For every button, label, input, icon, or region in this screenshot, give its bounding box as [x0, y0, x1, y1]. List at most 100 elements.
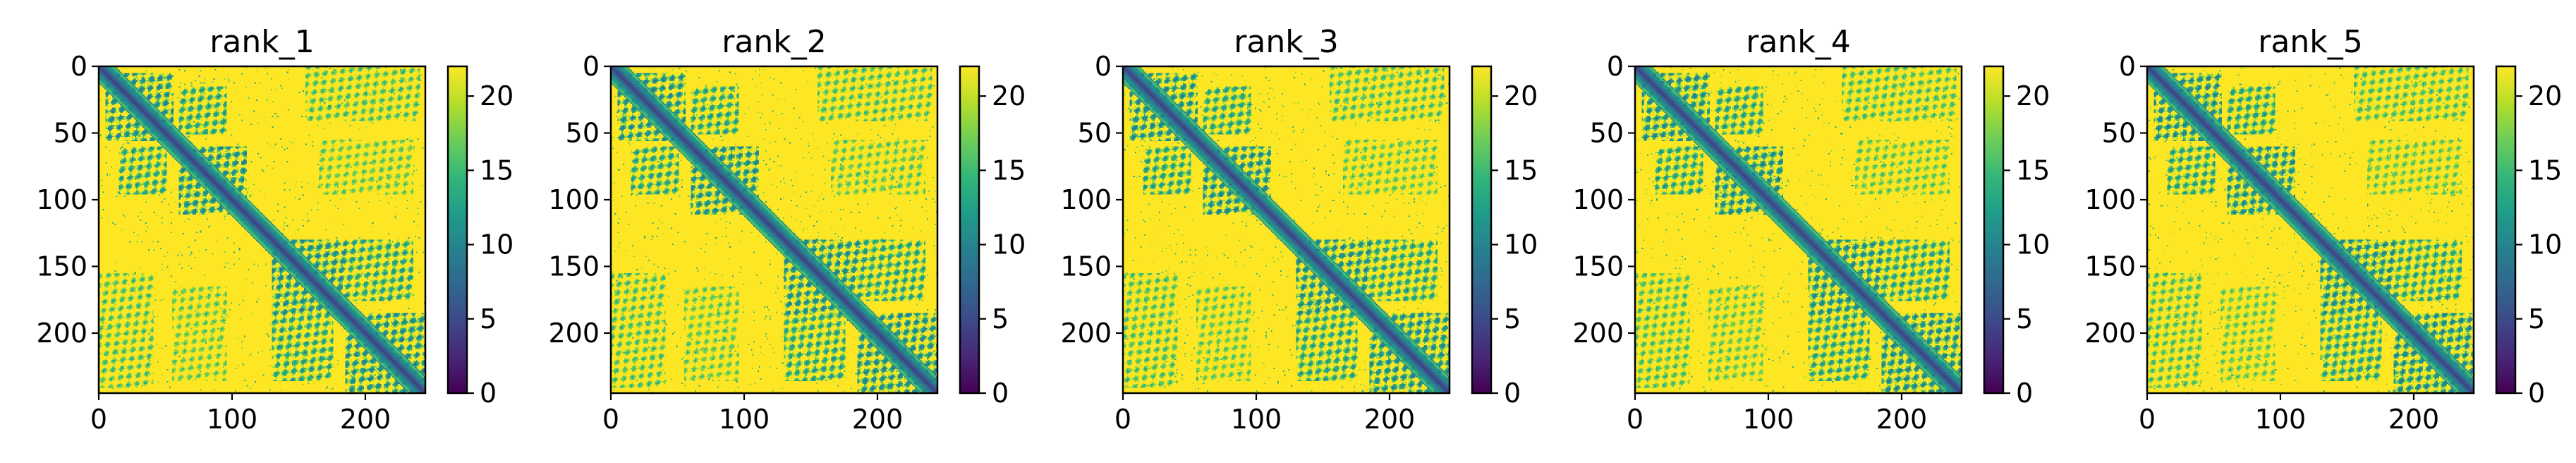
x-tick-label: 0 — [1627, 404, 1644, 435]
x-tick-label: 100 — [719, 404, 770, 435]
subplot-rank_2: rank_2 0 100 200 0 50 100 150 200 0 5 10 15 20 — [548, 24, 1026, 435]
colorbar-tick-label: 5 — [992, 303, 1009, 335]
y-tick-label: 0 — [583, 51, 600, 82]
y-tick-label: 100 — [548, 184, 600, 215]
x-tick-label: 100 — [207, 404, 258, 435]
x-tick-label: 200 — [1876, 404, 1928, 435]
x-tick-label: 200 — [852, 404, 904, 435]
subplot-rank_1: rank_1 0 100 200 0 50 100 150 200 0 5 10 15 20 — [36, 24, 514, 435]
y-tick-label: 200 — [1060, 318, 1112, 349]
colorbar-tick-label: 15 — [480, 155, 514, 186]
x-tick-label: 0 — [90, 404, 107, 435]
x-tick-label: 100 — [1743, 404, 1794, 435]
colorbar-tick-label: 0 — [992, 378, 1009, 409]
y-tick-label: 150 — [1572, 251, 1624, 282]
colorbar: 0 5 10 15 20 — [2495, 65, 2562, 409]
x-tick-label: 200 — [1364, 404, 1416, 435]
colorbar-tick-label: 20 — [480, 80, 514, 112]
heatmap-image — [99, 66, 425, 393]
colorbar-tick-label: 5 — [2528, 303, 2545, 335]
x-tick-label: 200 — [2388, 404, 2440, 435]
colorbar-tick-label: 15 — [2528, 155, 2562, 186]
colorbar-frame — [1983, 65, 2005, 395]
colorbar-gradient — [1472, 66, 1491, 393]
colorbar-tick-label: 15 — [2016, 155, 2050, 186]
y-tick-label: 200 — [36, 318, 87, 349]
colorbar-gradient — [2496, 66, 2515, 393]
colorbar-tick-label: 20 — [2016, 80, 2050, 112]
y-tick-label: 0 — [1607, 51, 1624, 82]
colorbar-tick-label: 0 — [480, 378, 497, 409]
y-tick-label: 200 — [1572, 318, 1624, 349]
y-tick-label: 100 — [1572, 184, 1624, 215]
colorbar-tick-label: 15 — [1504, 155, 1538, 186]
colorbar-tick-label: 0 — [1504, 378, 1521, 409]
colorbar: 0 5 10 15 20 — [446, 65, 514, 409]
colorbar-tick-label: 10 — [2528, 229, 2562, 260]
x-tick-label: 0 — [602, 404, 619, 435]
y-tick-label: 200 — [548, 318, 600, 349]
y-tick-label: 150 — [2084, 251, 2136, 282]
colorbar-tick-label: 20 — [2528, 80, 2562, 112]
colorbar: 0 5 10 15 20 — [1983, 65, 2050, 409]
colorbar: 0 5 10 15 20 — [959, 65, 1026, 409]
y-tick-label: 0 — [71, 51, 87, 82]
panel-title: rank_4 — [1746, 24, 1850, 60]
colorbar-tick-label: 20 — [1504, 80, 1538, 112]
y-tick-label: 200 — [2084, 318, 2136, 349]
axes-frame — [2146, 65, 2475, 395]
y-tick-label: 100 — [36, 184, 87, 215]
y-tick-label: 50 — [54, 117, 87, 148]
colorbar-tick-label: 10 — [992, 229, 1026, 260]
y-tick-label: 150 — [548, 251, 600, 282]
colorbar-tick-label: 10 — [480, 229, 514, 260]
x-tick-label: 0 — [1114, 404, 1131, 435]
heatmap-image — [1635, 66, 1962, 393]
colorbar-gradient — [960, 66, 979, 393]
subplot-rank_4: rank_4 0 100 200 0 50 100 150 200 0 5 10 15 20 — [1572, 24, 2050, 435]
colorbar-tick-label: 0 — [2528, 378, 2545, 409]
y-tick-label: 50 — [1078, 117, 1112, 148]
subplot-rank_3: rank_3 0 100 200 0 50 100 150 200 0 5 10 15 20 — [1060, 24, 1538, 435]
panel-title: rank_3 — [1234, 24, 1338, 60]
x-tick-label: 100 — [2255, 404, 2307, 435]
axes-frame — [1122, 65, 1451, 395]
colorbar-gradient — [1984, 66, 2003, 393]
x-tick-label: 0 — [2139, 404, 2156, 435]
y-tick-label: 0 — [2119, 51, 2136, 82]
panel-title: rank_1 — [209, 24, 314, 60]
colorbar-frame — [1471, 65, 1493, 395]
axes-frame — [1634, 65, 1963, 395]
y-tick-label: 150 — [36, 251, 87, 282]
y-tick-label: 50 — [566, 117, 600, 148]
colorbar-frame — [2495, 65, 2517, 395]
colorbar: 0 5 10 15 20 — [1471, 65, 1538, 409]
heatmap-image — [2147, 66, 2474, 393]
colorbar-tick-label: 10 — [2016, 229, 2050, 260]
y-tick-label: 150 — [1060, 251, 1112, 282]
colorbar-tick-label: 0 — [2016, 378, 2033, 409]
y-tick-label: 0 — [1095, 51, 1112, 82]
colorbar-tick-label: 10 — [1504, 229, 1538, 260]
panel-title: rank_2 — [722, 24, 826, 60]
y-tick-label: 100 — [2084, 184, 2136, 215]
colorbar-tick-label: 5 — [480, 303, 497, 335]
y-tick-label: 100 — [1060, 184, 1112, 215]
heatmap-image — [1123, 66, 1450, 393]
colorbar-tick-label: 15 — [992, 155, 1026, 186]
colorbar-frame — [959, 65, 980, 395]
axes-frame — [609, 65, 939, 395]
panel-title: rank_5 — [2258, 24, 2362, 60]
colorbar-gradient — [448, 66, 467, 393]
colorbar-tick-label: 20 — [992, 80, 1026, 112]
subplot-rank_5: rank_5 0 100 200 0 50 100 150 200 0 5 10 15 20 — [2084, 24, 2562, 435]
y-tick-label: 50 — [1590, 117, 1624, 148]
x-tick-label: 100 — [1231, 404, 1282, 435]
colorbar-tick-label: 5 — [2016, 303, 2033, 335]
y-tick-label: 50 — [2102, 117, 2136, 148]
axes-frame — [97, 65, 427, 395]
colorbar-tick-label: 5 — [1504, 303, 1521, 335]
x-tick-label: 200 — [340, 404, 391, 435]
heatmap-image — [611, 66, 937, 393]
